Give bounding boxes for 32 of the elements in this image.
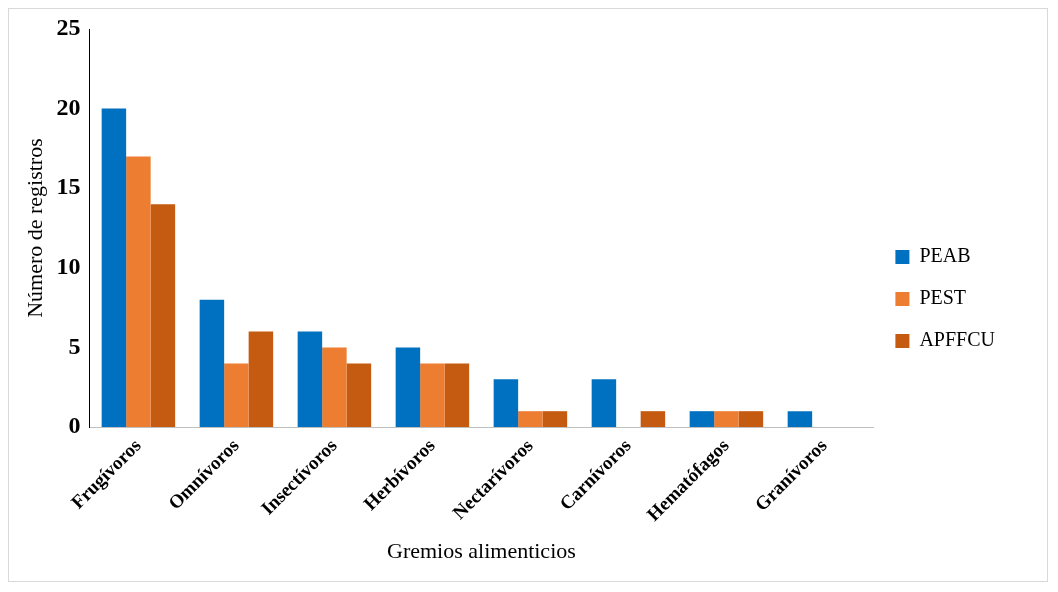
y-tick-label: 25 — [56, 14, 81, 41]
bar — [199, 299, 225, 428]
bar — [493, 379, 519, 428]
y-tick-label: 20 — [56, 93, 81, 120]
bar — [591, 379, 617, 428]
bar — [518, 411, 543, 428]
y-tick-label: 5 — [68, 332, 81, 359]
bar — [297, 331, 323, 428]
bar — [444, 363, 470, 428]
bar — [738, 411, 764, 428]
legend-label: APFFCU — [919, 328, 996, 351]
x-axis-title: Gremios alimenticios — [387, 537, 576, 563]
y-tick-label: 15 — [56, 173, 81, 200]
bar — [420, 363, 445, 428]
bar — [248, 331, 274, 428]
y-axis-title: Número de registros — [21, 138, 47, 318]
bar — [322, 347, 347, 428]
bar — [714, 411, 739, 428]
y-tick-label: 0 — [68, 412, 81, 439]
bar — [787, 411, 813, 428]
bar — [126, 156, 151, 428]
legend-label: PEAB — [919, 244, 971, 267]
bar — [224, 363, 249, 428]
bar — [395, 347, 421, 428]
bar — [346, 363, 372, 428]
bar — [150, 204, 176, 428]
bar — [640, 411, 666, 428]
bar — [689, 411, 715, 428]
y-tick-label: 10 — [56, 253, 81, 280]
bar — [101, 108, 127, 428]
bar — [542, 411, 568, 428]
legend-label: PEST — [919, 286, 967, 309]
